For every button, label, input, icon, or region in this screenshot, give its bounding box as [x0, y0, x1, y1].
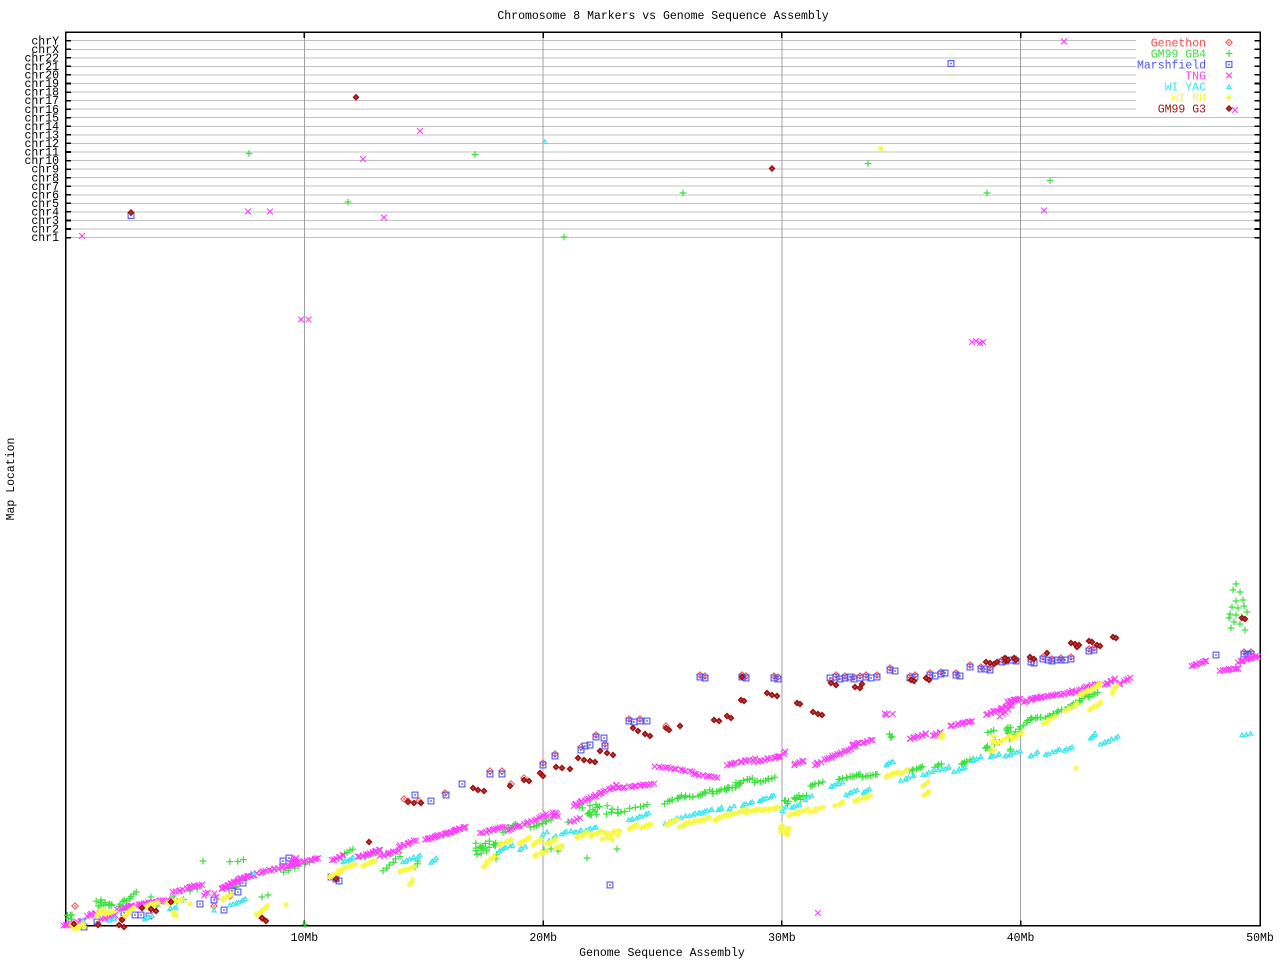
svg-text:40Mb: 40Mb — [1007, 932, 1035, 945]
svg-text:chr6: chr6 — [31, 189, 59, 202]
svg-text:Genethon: Genethon — [1151, 37, 1206, 50]
svg-text:chr4: chr4 — [31, 207, 59, 220]
svg-text:chr9: chr9 — [31, 164, 59, 177]
svg-text:chr7: chr7 — [31, 181, 59, 194]
svg-text:chr19: chr19 — [24, 78, 59, 91]
svg-text:10Mb: 10Mb — [291, 932, 319, 945]
svg-text:chr12: chr12 — [24, 138, 59, 151]
svg-text:Marshfield: Marshfield — [1137, 59, 1206, 72]
svg-text:Chromosome 8 Markers vs Genome: Chromosome 8 Markers vs Genome Sequence … — [497, 10, 828, 23]
svg-text:GM99 GB4: GM99 GB4 — [1151, 48, 1206, 61]
svg-text:chrY: chrY — [31, 35, 59, 48]
svg-text:Map Location: Map Location — [5, 438, 18, 521]
svg-text:chr13: chr13 — [24, 130, 59, 143]
svg-text:chrX: chrX — [31, 44, 59, 57]
svg-text:50Mb: 50Mb — [1246, 932, 1274, 945]
svg-text:chr8: chr8 — [31, 172, 59, 185]
svg-text:TNG: TNG — [1185, 70, 1206, 83]
svg-text:chr14: chr14 — [24, 121, 59, 134]
svg-text:chr3: chr3 — [31, 215, 59, 228]
svg-text:chr2: chr2 — [31, 224, 59, 237]
svg-text:chr5: chr5 — [31, 198, 59, 211]
svg-text:chr1: chr1 — [31, 232, 59, 245]
svg-text:20Mb: 20Mb — [529, 932, 557, 945]
svg-text:chr17: chr17 — [24, 95, 59, 108]
svg-text:chr20: chr20 — [24, 70, 59, 83]
svg-text:chr21: chr21 — [24, 61, 59, 74]
svg-text:30Mb: 30Mb — [768, 932, 796, 945]
svg-text:chr18: chr18 — [24, 87, 59, 100]
svg-text:Genome Sequence Assembly: Genome Sequence Assembly — [579, 947, 745, 960]
svg-text:chr16: chr16 — [24, 104, 59, 117]
svg-text:chr15: chr15 — [24, 112, 59, 125]
svg-text:WI YAC: WI YAC — [1165, 81, 1207, 94]
svg-text:chr22: chr22 — [24, 52, 59, 65]
svg-text:GM99 G3: GM99 G3 — [1158, 103, 1206, 116]
svg-text:WI RH: WI RH — [1171, 92, 1206, 105]
svg-text:chr10: chr10 — [24, 155, 59, 168]
svg-text:chr11: chr11 — [24, 147, 59, 160]
